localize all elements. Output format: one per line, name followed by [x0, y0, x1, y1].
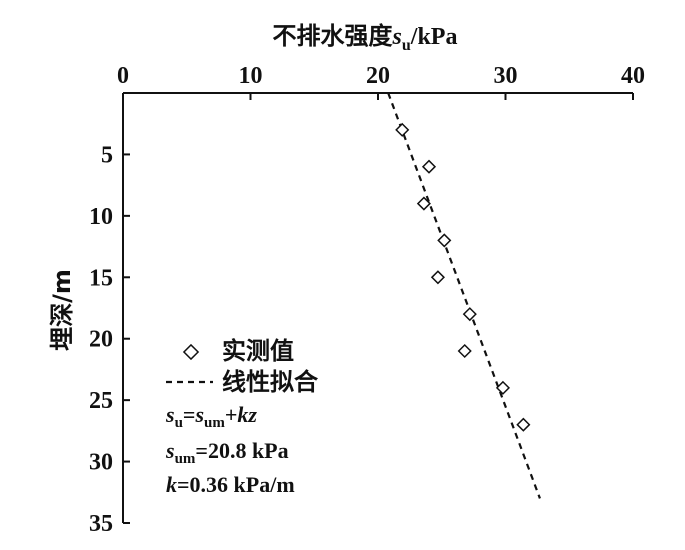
y-ticks: 5 10 15 20 25 30 35	[89, 142, 130, 537]
eq1-u: u	[175, 415, 183, 431]
eq2-um: um	[175, 451, 196, 467]
legend-label-measured: 实测值	[222, 337, 294, 365]
equation-line-3: k=0.36 kPa/m	[166, 472, 295, 497]
data-point-diamond	[395, 122, 410, 137]
y-axis-title: 埋深/m	[48, 269, 76, 351]
x-tick-label: 10	[239, 63, 263, 89]
y-tick-label: 25	[89, 388, 113, 414]
data-point-diamond	[462, 307, 477, 322]
data-point-diamond	[457, 343, 472, 359]
eq1-plus: +	[225, 402, 238, 427]
y-tick-label: 20	[89, 327, 113, 353]
eq1-um: um	[204, 415, 225, 431]
y-tick-label: 10	[89, 204, 113, 230]
x-axis-title-var: s	[392, 24, 402, 50]
y-tick-label: 30	[89, 450, 113, 476]
y-tick-label: 35	[89, 511, 113, 537]
eq1-kz: kz	[237, 402, 257, 427]
data-point-diamond	[495, 380, 511, 395]
data-point-diamond	[421, 159, 437, 174]
x-axis-title-sub: u	[402, 37, 411, 54]
data-point-diamond	[416, 196, 431, 211]
eq2-value: =20.8 kPa	[195, 438, 288, 463]
x-tick-label: 20	[366, 63, 390, 89]
x-tick-label: 30	[494, 63, 518, 89]
x-axis-title: 不排水强度su/kPa	[273, 22, 458, 54]
x-tick-label: 0	[117, 63, 129, 89]
fit-line-group	[387, 92, 541, 499]
eq1-s2: s	[194, 402, 204, 427]
y-tick-label: 5	[101, 142, 113, 168]
data-point-diamond	[516, 417, 531, 432]
data-point-diamond	[437, 233, 452, 248]
eq3-k: k	[166, 472, 177, 497]
x-tick-label: 40	[621, 63, 645, 89]
x-ticks: 0 10 20 30 40	[117, 63, 645, 100]
y-tick-label: 15	[89, 265, 113, 291]
eq1-s: s	[165, 402, 175, 427]
fit-line	[387, 92, 541, 499]
legend-label-fit: 线性拟合	[222, 368, 319, 396]
eq1-eq: =	[183, 402, 196, 427]
equation-line-2: sum=20.8 kPa	[165, 438, 289, 467]
equation-line-1: su=sum+kz	[165, 402, 257, 431]
eq2-s: s	[165, 438, 175, 463]
legend: 实测值 线性拟合	[166, 337, 319, 396]
points-group	[395, 122, 531, 432]
data-point-diamond	[430, 270, 445, 285]
x-axis-title-suffix: /kPa	[410, 24, 458, 50]
eq3-value: =0.36 kPa/m	[177, 472, 295, 497]
legend-marker-diamond	[182, 343, 200, 361]
x-axis-title-prefix: 不排水强度	[273, 22, 394, 50]
